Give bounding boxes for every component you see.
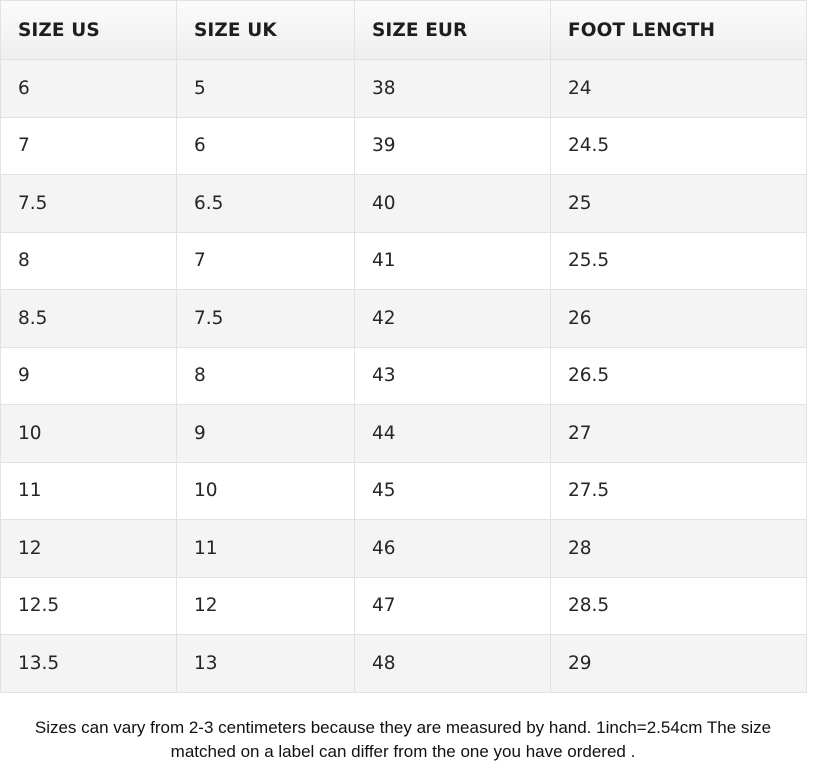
cell-size-uk: 6 [176, 116, 355, 175]
cell-size-eur: 39 [354, 116, 551, 175]
note-line-2: matched on a label can differ from the o… [170, 742, 636, 761]
cell-foot-length: 27 [550, 404, 807, 463]
cell-foot-length: 28 [550, 519, 807, 578]
cell-foot-length: 29 [550, 634, 807, 693]
cell-size-eur: 46 [354, 519, 551, 578]
cell-size-us: 7.5 [0, 174, 177, 233]
cell-foot-length: 26 [550, 289, 807, 348]
cell-foot-length: 24.5 [550, 116, 807, 175]
cell-size-uk: 11 [176, 519, 355, 578]
table-row: 13.5 13 48 29 [0, 634, 807, 693]
cell-foot-length: 24 [550, 59, 807, 118]
table-row: 6 5 38 24 [0, 59, 807, 118]
cell-size-eur: 41 [354, 231, 551, 290]
cell-size-eur: 44 [354, 404, 551, 463]
header-size-us: SIZE US [0, 0, 177, 60]
cell-size-us: 12.5 [0, 576, 177, 635]
cell-size-eur: 45 [354, 461, 551, 520]
table-row: 9 8 43 26.5 [0, 346, 807, 405]
cell-size-uk: 6.5 [176, 174, 355, 233]
header-size-uk: SIZE UK [176, 0, 355, 60]
cell-foot-length: 26.5 [550, 346, 807, 405]
cell-size-us: 9 [0, 346, 177, 405]
table-row: 7 6 39 24.5 [0, 116, 807, 175]
cell-size-uk: 7.5 [176, 289, 355, 348]
table-row: 8.5 7.5 42 26 [0, 289, 807, 348]
cell-size-uk: 5 [176, 59, 355, 118]
cell-size-us: 13.5 [0, 634, 177, 693]
header-foot-length: FOOT LENGTH [550, 0, 807, 60]
cell-size-us: 10 [0, 404, 177, 463]
table-row: 7.5 6.5 40 25 [0, 174, 807, 233]
cell-size-uk: 12 [176, 576, 355, 635]
size-chart-table: SIZE US SIZE UK SIZE EUR FOOT LENGTH 6 5… [0, 0, 807, 693]
cell-size-uk: 10 [176, 461, 355, 520]
cell-size-us: 6 [0, 59, 177, 118]
cell-size-eur: 48 [354, 634, 551, 693]
cell-size-uk: 13 [176, 634, 355, 693]
header-size-eur: SIZE EUR [354, 0, 551, 60]
cell-size-eur: 42 [354, 289, 551, 348]
cell-size-us: 7 [0, 116, 177, 175]
cell-size-us: 8.5 [0, 289, 177, 348]
cell-size-uk: 7 [176, 231, 355, 290]
cell-size-eur: 43 [354, 346, 551, 405]
table-body: 6 5 38 24 7 6 39 24.5 7.5 6.5 40 25 8 7 … [0, 59, 807, 693]
cell-foot-length: 25 [550, 174, 807, 233]
cell-size-us: 12 [0, 519, 177, 578]
size-disclaimer-note: Sizes can vary from 2-3 centimeters beca… [0, 716, 806, 764]
cell-size-uk: 9 [176, 404, 355, 463]
header-row: SIZE US SIZE UK SIZE EUR FOOT LENGTH [0, 0, 807, 60]
cell-size-us: 11 [0, 461, 177, 520]
cell-size-uk: 8 [176, 346, 355, 405]
cell-size-eur: 40 [354, 174, 551, 233]
cell-foot-length: 27.5 [550, 461, 807, 520]
cell-size-us: 8 [0, 231, 177, 290]
cell-foot-length: 25.5 [550, 231, 807, 290]
table-row: 12.5 12 47 28.5 [0, 576, 807, 635]
table-row: 10 9 44 27 [0, 404, 807, 463]
note-line-1: Sizes can vary from 2-3 centimeters beca… [34, 718, 772, 737]
cell-size-eur: 38 [354, 59, 551, 118]
table-row: 11 10 45 27.5 [0, 461, 807, 520]
table-row: 12 11 46 28 [0, 519, 807, 578]
table-header: SIZE US SIZE UK SIZE EUR FOOT LENGTH [0, 0, 807, 60]
cell-size-eur: 47 [354, 576, 551, 635]
cell-foot-length: 28.5 [550, 576, 807, 635]
table-row: 8 7 41 25.5 [0, 231, 807, 290]
